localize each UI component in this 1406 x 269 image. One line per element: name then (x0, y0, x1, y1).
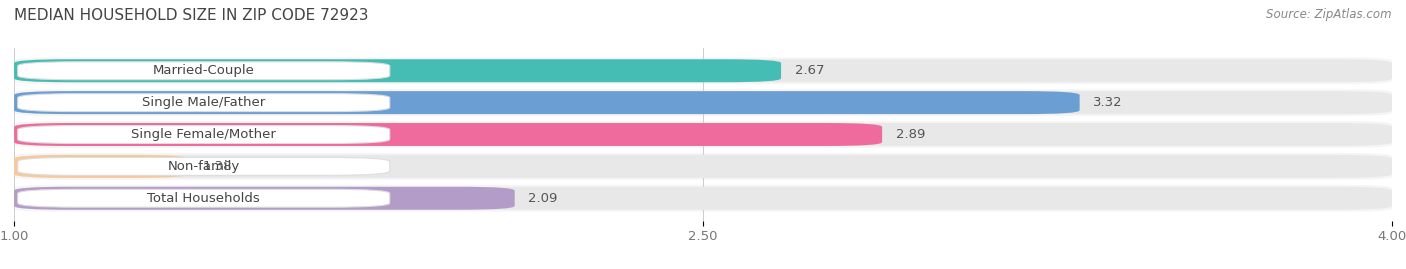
FancyBboxPatch shape (14, 121, 1392, 148)
Text: Source: ZipAtlas.com: Source: ZipAtlas.com (1267, 8, 1392, 21)
FancyBboxPatch shape (14, 185, 1392, 212)
FancyBboxPatch shape (14, 89, 1392, 116)
Text: 2.89: 2.89 (896, 128, 925, 141)
FancyBboxPatch shape (14, 59, 782, 82)
FancyBboxPatch shape (14, 155, 1392, 178)
Text: 2.09: 2.09 (529, 192, 558, 205)
Text: 2.67: 2.67 (794, 64, 824, 77)
FancyBboxPatch shape (18, 126, 389, 143)
FancyBboxPatch shape (14, 91, 1080, 114)
FancyBboxPatch shape (14, 187, 1392, 210)
Text: Married-Couple: Married-Couple (153, 64, 254, 77)
FancyBboxPatch shape (14, 123, 882, 146)
Text: MEDIAN HOUSEHOLD SIZE IN ZIP CODE 72923: MEDIAN HOUSEHOLD SIZE IN ZIP CODE 72923 (14, 8, 368, 23)
Text: 1.38: 1.38 (202, 160, 232, 173)
FancyBboxPatch shape (14, 187, 515, 210)
FancyBboxPatch shape (18, 157, 389, 175)
FancyBboxPatch shape (18, 94, 389, 112)
Text: Single Female/Mother: Single Female/Mother (131, 128, 276, 141)
FancyBboxPatch shape (14, 153, 1392, 180)
Text: 3.32: 3.32 (1094, 96, 1123, 109)
FancyBboxPatch shape (18, 189, 389, 207)
FancyBboxPatch shape (14, 57, 1392, 84)
FancyBboxPatch shape (14, 155, 188, 178)
FancyBboxPatch shape (18, 62, 389, 80)
FancyBboxPatch shape (14, 91, 1392, 114)
FancyBboxPatch shape (14, 123, 1392, 146)
Text: Non-family: Non-family (167, 160, 240, 173)
Text: Total Households: Total Households (148, 192, 260, 205)
Text: Single Male/Father: Single Male/Father (142, 96, 266, 109)
FancyBboxPatch shape (14, 59, 1392, 82)
